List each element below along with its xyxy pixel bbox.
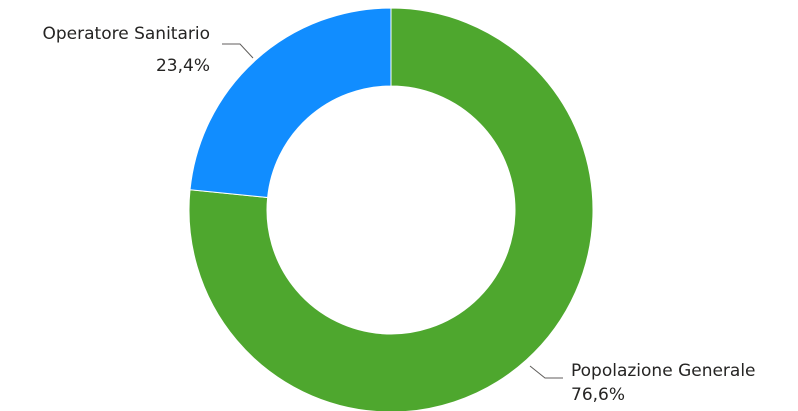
value-label-operatore-sanitario: 23,4% [156,56,210,76]
slice-popolazione-generale[interactable] [188,7,594,411]
data-labels: Popolazione Generale 76,6% Operatore Sanit… [43,24,756,405]
slice-operatore-sanitario[interactable] [189,7,392,199]
category-label-operatore-sanitario: Operatore Sanitario [43,24,211,44]
donut-slices [188,7,594,411]
value-label-popolazione-generale: 76,6% [571,385,625,405]
leader-line-operatore-sanitario [222,43,254,59]
category-label-popolazione-generale: Popolazione Generale [571,361,756,381]
leader-line-popolazione-generale [529,365,563,379]
